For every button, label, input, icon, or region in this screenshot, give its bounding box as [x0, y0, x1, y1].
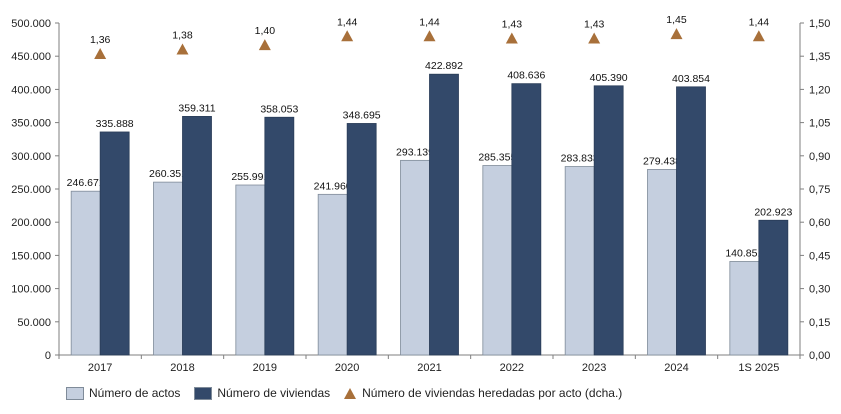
x-tick-label: 2019 — [253, 362, 277, 374]
bar-viviendas-label: 335.888 — [96, 118, 134, 130]
bar-viviendas — [429, 73, 459, 356]
bar-actos-label: 293.139 — [396, 146, 434, 158]
bar-actos-label: 260.351 — [149, 168, 187, 180]
ratio-marker — [670, 28, 683, 40]
ratio-label: 1,45 — [666, 14, 687, 26]
ratio-marker — [588, 32, 601, 44]
x-tick-label: 1S 2025 — [738, 362, 779, 374]
ratio-label: 1,43 — [502, 18, 523, 30]
y2-tick-label: 0,15 — [809, 317, 830, 329]
x-tick-label: 2017 — [88, 362, 112, 374]
y-tick-label: 0 — [45, 350, 51, 362]
y2-tick-label: 0,30 — [809, 284, 830, 296]
bar-actos-label: 241.960 — [314, 180, 352, 192]
y-tick-label: 500.000 — [11, 18, 51, 30]
ratio-marker — [752, 30, 765, 42]
x-tick-label: 2021 — [417, 362, 441, 374]
bar-actos — [647, 169, 677, 356]
bar-viviendas-label: 403.854 — [672, 73, 710, 85]
y2-tick-label: 0,90 — [809, 151, 830, 163]
bar-viviendas — [346, 123, 377, 356]
bar-viviendas-label: 202.923 — [754, 206, 792, 218]
ratio-marker — [94, 47, 107, 59]
bar-actos-label: 285.355 — [478, 152, 516, 164]
legend-swatch-actos — [66, 386, 84, 400]
y-tick-label: 450.000 — [11, 51, 51, 63]
y2-tick-label: 1,05 — [809, 118, 830, 130]
bar-viviendas-label: 405.390 — [590, 72, 628, 84]
legend-label-ratio: Número de viviendas heredadas por acto (… — [362, 386, 623, 400]
bar-viviendas-label: 359.311 — [178, 102, 215, 114]
ratio-marker — [176, 43, 189, 55]
ratio-label: 1,44 — [749, 16, 770, 28]
bar-viviendas — [676, 86, 706, 356]
y2-tick-label: 1,35 — [809, 51, 830, 63]
y-tick-label: 200.000 — [11, 217, 51, 229]
bar-actos — [235, 184, 266, 356]
ratio-label: 1,40 — [255, 25, 276, 37]
bar-actos — [153, 181, 183, 356]
bar-viviendas — [264, 116, 295, 356]
chart-canvas: 0 50.000 100.000 150.000 200.000 250.000 300.0… — [11, 14, 830, 374]
y2-tick-label: 0,00 — [809, 350, 830, 362]
bar-viviendas — [99, 131, 130, 356]
x-tick-label: 2023 — [582, 362, 606, 374]
bar-viviendas-label: 422.892 — [425, 60, 463, 72]
legend-item-actos: Número de actos — [66, 386, 180, 400]
legend-item-ratio: Número de viviendas heredadas por acto (… — [344, 386, 622, 400]
ratio-label: 1,44 — [337, 16, 358, 28]
legend-swatch-viviendas — [194, 386, 213, 400]
ratio-label: 1,43 — [584, 18, 605, 30]
bar-actos — [482, 165, 513, 356]
legend-label-viviendas: Número de viviendas — [217, 386, 331, 400]
x-tick-label: 2020 — [335, 362, 359, 374]
y-tick-label: 150.000 — [11, 250, 51, 262]
bar-viviendas-label: 348.695 — [343, 109, 381, 121]
bar-actos-label: 283.833 — [561, 153, 599, 165]
bar-viviendas — [511, 83, 542, 356]
y2-tick-label: 0,45 — [809, 250, 830, 262]
bar-actos — [564, 166, 595, 356]
legend: Número de actos Número de viviendas Núme… — [66, 386, 636, 400]
bar-actos-label: 279.438 — [643, 155, 681, 167]
y2-tick-label: 1,20 — [809, 84, 830, 96]
bar-actos-label: 255.991 — [231, 171, 269, 183]
x-tick-label: 2024 — [664, 362, 688, 374]
bar-viviendas — [182, 116, 212, 356]
y2-tick-label: 0,75 — [809, 184, 830, 196]
ratio-label: 1,36 — [90, 34, 111, 46]
ratio-marker — [258, 39, 271, 51]
legend-label-actos: Número de actos — [89, 386, 181, 400]
ratio-label: 1,38 — [172, 30, 193, 42]
bar-viviendas — [758, 219, 789, 356]
ratio-marker — [423, 30, 436, 42]
y-tick-label: 250.000 — [11, 184, 51, 196]
y-tick-label: 50.000 — [17, 317, 51, 329]
bar-actos — [70, 190, 101, 356]
bar-viviendas — [593, 85, 624, 356]
triangle-icon — [344, 387, 357, 399]
y2-tick-label: 1,50 — [809, 18, 830, 30]
ratio-marker — [341, 30, 354, 42]
bar-actos-label: 246.671 — [67, 177, 105, 189]
bar-actos-label: 140.851 — [725, 247, 763, 259]
x-tick-label: 2022 — [500, 362, 524, 374]
y2-tick-label: 0,60 — [809, 217, 830, 229]
x-tick-label: 2018 — [170, 362, 194, 374]
y-tick-label: 300.000 — [11, 151, 51, 163]
bar-actos — [317, 193, 348, 356]
ratio-label: 1,44 — [419, 16, 440, 28]
bar-viviendas-label: 358.053 — [260, 103, 298, 115]
y-tick-label: 350.000 — [11, 118, 51, 130]
y-tick-label: 400.000 — [11, 84, 51, 96]
legend-item-viviendas: Número de viviendas — [194, 386, 330, 400]
ratio-marker — [505, 32, 518, 44]
bar-viviendas-label: 408.636 — [507, 70, 545, 82]
y-tick-label: 100.000 — [11, 284, 51, 296]
bar-actos — [729, 261, 760, 356]
bar-actos — [400, 159, 430, 356]
